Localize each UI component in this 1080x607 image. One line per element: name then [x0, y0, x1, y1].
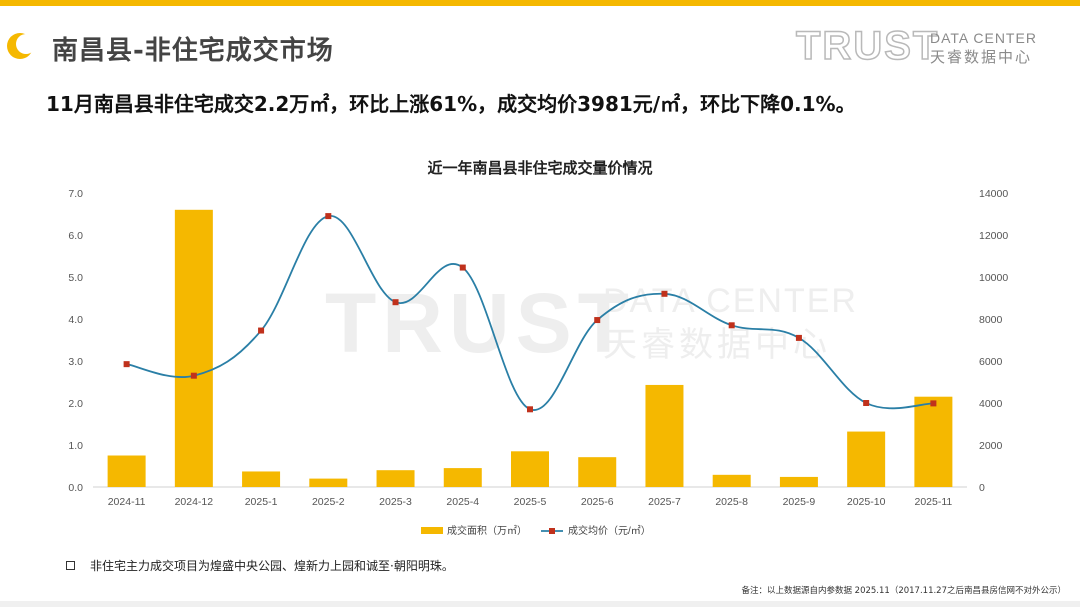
- price-marker: [728, 322, 735, 329]
- bar: [376, 470, 415, 487]
- bar: [847, 431, 886, 487]
- watermark-subtitle-cn: 天睿数据中心: [603, 326, 831, 364]
- y-right-tick-label: 8000: [979, 314, 1003, 326]
- price-marker: [594, 317, 601, 324]
- price-marker: [190, 372, 197, 379]
- price-line: [126, 215, 934, 411]
- x-tick-label: 2024-11: [108, 496, 146, 508]
- bar: [712, 474, 751, 487]
- legend-label-area: 成交面积（万㎡）: [447, 524, 527, 537]
- bar: [578, 457, 617, 487]
- watermark-wordmark: TRUST: [325, 276, 635, 370]
- y-left-tick-label: 2.0: [68, 398, 83, 410]
- price-marker: [863, 400, 870, 406]
- x-tick-label: 2025-6: [581, 496, 614, 508]
- y-right-tick-label: 12000: [979, 230, 1008, 242]
- watermark-subtitle-en: DATA CENTER: [603, 282, 858, 320]
- price-marker: [661, 290, 668, 297]
- price-marker: [258, 327, 265, 334]
- bar: [645, 384, 684, 487]
- bar: [443, 468, 482, 487]
- x-tick-label: 2025-3: [379, 496, 412, 508]
- y-left-tick-label: 7.0: [68, 188, 83, 200]
- x-tick-label: 2025-5: [514, 496, 547, 508]
- x-tick-label: 2025-4: [446, 496, 479, 508]
- x-tick-label: 2025-10: [847, 496, 886, 508]
- x-tick-label: 2024-12: [175, 496, 214, 508]
- y-right-tick-label: 6000: [979, 356, 1003, 368]
- bar: [107, 455, 146, 487]
- price-marker: [527, 406, 533, 413]
- bar: [511, 451, 549, 487]
- y-right-tick-label: 0: [979, 482, 985, 494]
- bar: [174, 209, 213, 488]
- price-marker: [795, 334, 802, 341]
- page-title: 南昌县-非住宅成交市场: [52, 36, 334, 66]
- headline: 11月南昌县非住宅成交2.2万㎡，环比上涨61%，成交均价3981元/㎡，环比下…: [46, 92, 856, 116]
- x-tick-label: 2025-9: [783, 496, 816, 508]
- price-marker: [392, 299, 399, 306]
- price-marker: [459, 264, 466, 271]
- y-left-tick-label: 0.0: [68, 482, 83, 494]
- note-bullet-icon: [66, 561, 75, 570]
- price-marker: [325, 213, 332, 220]
- bar: [242, 471, 281, 487]
- sun-logo-icon: [7, 33, 36, 59]
- source-note: 备注：以上数据源自内参数据 2025.11（2017.11.27之后南昌县房信网…: [741, 586, 1066, 596]
- x-tick-label: 2025-8: [715, 496, 748, 508]
- x-tick-label: 2025-1: [245, 496, 278, 508]
- y-left-tick-label: 4.0: [68, 314, 83, 326]
- x-tick-label: 2025-7: [648, 496, 681, 508]
- y-left-tick-label: 5.0: [68, 272, 83, 284]
- y-right-tick-label: 2000: [979, 440, 1003, 452]
- chart-title: 近一年南昌县非住宅成交量价情况: [427, 159, 653, 177]
- bar: [779, 476, 818, 487]
- legend-label-price: 成交均价（元/㎡）: [568, 524, 651, 537]
- x-tick-label: 2025-2: [312, 496, 345, 508]
- brand-subtitle-en: DATA CENTER: [930, 30, 1037, 46]
- y-right-tick-label: 10000: [979, 272, 1008, 284]
- legend-swatch-marker: [549, 528, 555, 534]
- bottom-bar: [0, 601, 1080, 607]
- note-text: 非住宅主力成交项目为煌盛中央公园、煌新力上园和诚至·朝阳明珠。: [90, 559, 454, 573]
- top-accent-bar: [0, 0, 1080, 6]
- brand-subtitle-cn: 天睿数据中心: [930, 48, 1033, 66]
- price-marker: [930, 400, 937, 407]
- x-tick-label: 2025-11: [915, 496, 953, 508]
- y-left-tick-label: 1.0: [68, 440, 83, 452]
- brand-wordmark: TRUST: [795, 23, 940, 69]
- bar: [914, 396, 953, 487]
- bar: [309, 478, 348, 487]
- y-left-tick-label: 3.0: [68, 356, 83, 368]
- y-right-tick-label: 14000: [979, 188, 1008, 200]
- price-marker: [123, 361, 130, 368]
- legend-swatch-bar: [421, 527, 443, 534]
- y-left-tick-label: 6.0: [68, 230, 83, 242]
- y-right-tick-label: 4000: [979, 398, 1003, 410]
